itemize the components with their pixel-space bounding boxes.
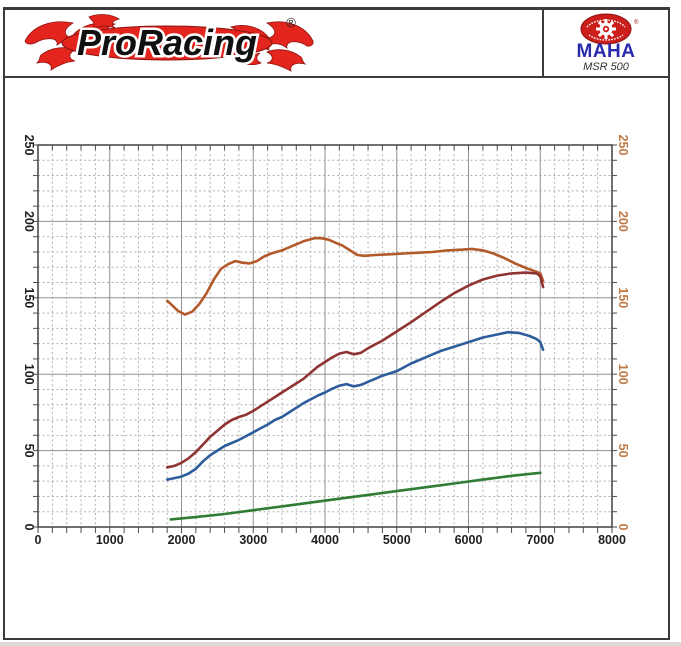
curve-dark-red (165, 271, 545, 469)
maha-wordmark: MAHA (577, 41, 636, 62)
maha-registered-mark: ® (634, 19, 639, 26)
brand-registered-mark: ® (286, 15, 296, 30)
x-tick-label: 7000 (526, 533, 554, 547)
maha-cell: ® MAHA MSR 500 (542, 10, 668, 76)
x-tick-label: 0 (35, 533, 42, 547)
x-tick-label: 6000 (455, 533, 483, 547)
y-tick-label-left: 200 (22, 211, 36, 232)
maha-logo: ® MAHA MSR 500 (577, 13, 639, 73)
x-tick-labels: 0 1000 2000 3000 4000 5000 6000 7000 8000 (35, 533, 626, 547)
y-tick-label-left: 150 (22, 287, 36, 308)
x-tick-label: 8000 (598, 533, 626, 547)
y-tick-label-left: 250 (22, 135, 36, 156)
curve-blue (165, 330, 545, 481)
axis-ticks (33, 144, 617, 533)
y-tick-label-right: 0 (616, 524, 630, 531)
proracing-logo: ProRacing ® (24, 14, 314, 72)
x-tick-label: 1000 (96, 533, 124, 547)
header: ProRacing ® (5, 10, 668, 78)
y-axis-right-labels: 0 50 100 150 200 250 (616, 135, 630, 531)
y-tick-label-left: 100 (22, 364, 36, 385)
x-tick-label: 2000 (168, 533, 196, 547)
y-tick-label-right: 50 (616, 444, 630, 458)
maha-model: MSR 500 (583, 61, 630, 73)
dyno-chart: 0 1000 2000 3000 4000 5000 6000 7000 80000501001… (22, 135, 630, 547)
x-tick-label: 4000 (311, 533, 339, 547)
y-axis-left-labels: 0 50 100 150 200 250 (22, 135, 36, 531)
x-tick-label: 5000 (383, 533, 411, 547)
curve-orange (165, 236, 545, 316)
y-tick-label-right: 250 (616, 135, 630, 156)
plot-border (37, 144, 613, 528)
y-tick-label-right: 200 (616, 211, 630, 232)
y-tick-label-left: 0 (22, 524, 36, 531)
x-tick-label: 3000 (239, 533, 267, 547)
grid-major (38, 145, 612, 527)
maha-arc-text-bottom (588, 34, 624, 41)
gear-icon (596, 19, 616, 39)
y-tick-label-left: 50 (22, 444, 36, 458)
y-tick-label-right: 100 (616, 364, 630, 385)
y-tick-label-right: 150 (616, 287, 630, 308)
curve-green (169, 471, 542, 521)
brand-band (61, 25, 273, 61)
brand-wordmark: ProRacing (77, 22, 257, 63)
document-frame: ProRacing ® (3, 7, 670, 640)
scan-edge-strip (0, 642, 681, 646)
